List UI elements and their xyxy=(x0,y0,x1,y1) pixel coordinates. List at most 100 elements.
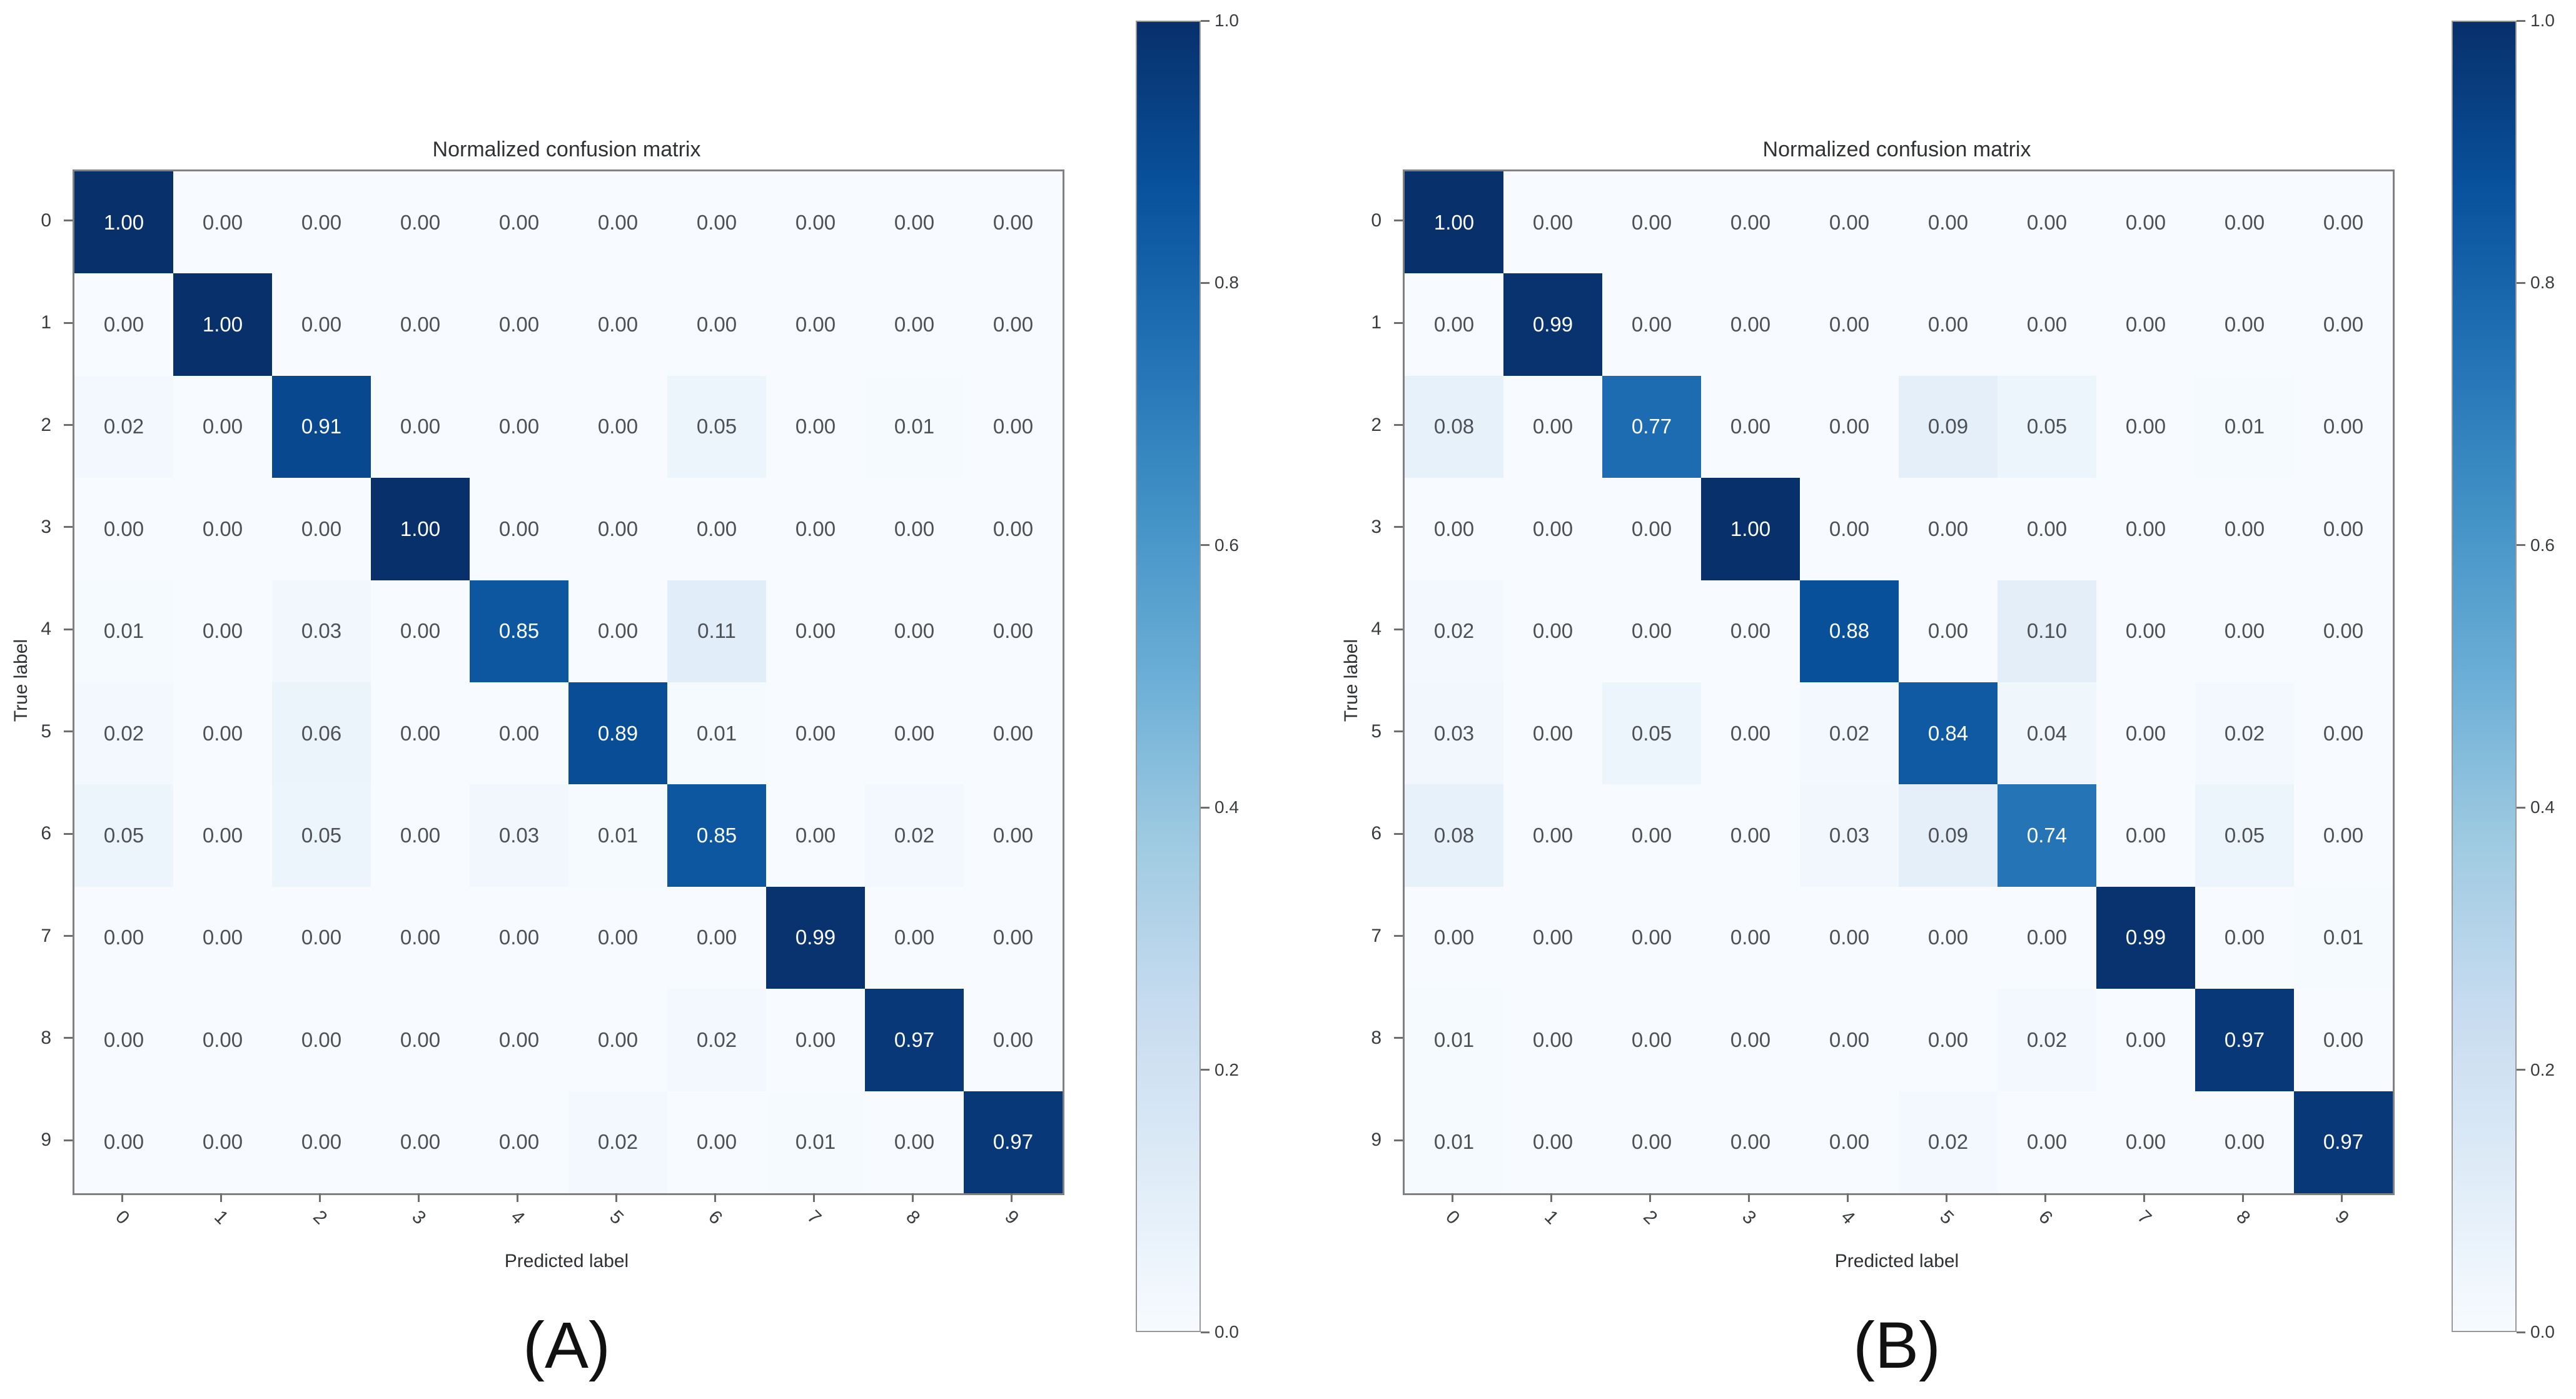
matrix-cell: 0.00 xyxy=(568,580,667,682)
colorbar-tick-mark xyxy=(1201,19,1210,22)
x-tick-label: 2 xyxy=(308,1206,331,1229)
x-tick-mark xyxy=(764,1193,863,1202)
matrix-cell: 0.00 xyxy=(964,375,1063,478)
x-tick-label: 2 xyxy=(1639,1206,1661,1229)
x-tick-label: 3 xyxy=(1737,1206,1760,1229)
matrix-cell: 0.00 xyxy=(371,273,470,376)
matrix-cell: 0.00 xyxy=(371,989,470,1091)
matrix-cell: 0.00 xyxy=(964,784,1063,887)
x-tick-mark xyxy=(962,1193,1061,1202)
matrix-cell: 0.02 xyxy=(865,784,964,887)
colorbar-tick-mark xyxy=(2517,1331,2525,1333)
x-tick-label: 1 xyxy=(210,1206,232,1229)
matrix-cell: 0.00 xyxy=(2195,1091,2294,1193)
matrix-cell: 0.00 xyxy=(74,478,173,580)
matrix-cell: 0.00 xyxy=(2294,375,2393,478)
matrix-cell: 0.00 xyxy=(1800,989,1899,1091)
matrix-cell: 0.02 xyxy=(568,1091,667,1193)
y-tick-label: 2 xyxy=(1371,414,1381,435)
y-tick-mark xyxy=(64,476,73,578)
y-tick-mark xyxy=(64,578,73,680)
matrix-cell: 0.02 xyxy=(1998,989,2096,1091)
colorbar-tick-mark xyxy=(2517,19,2525,22)
x-tick-mark xyxy=(2193,1193,2292,1202)
x-tick-label: 0 xyxy=(111,1206,133,1229)
y-tick-labels: 0 1 2 3 4 5 6 7 8 9 xyxy=(1330,169,1390,1191)
y-tick-label: 7 xyxy=(1371,925,1381,946)
matrix-cell: 0.00 xyxy=(1701,1091,1800,1193)
x-tick-label: 5 xyxy=(605,1206,627,1229)
matrix-cell: 0.99 xyxy=(1503,273,1602,376)
y-tick-label: 4 xyxy=(41,619,51,640)
y-tick-label: 3 xyxy=(41,516,51,537)
matrix-cell: 0.00 xyxy=(1800,375,1899,478)
matrix-cell: 0.00 xyxy=(1503,375,1602,478)
x-tick-label: 0 xyxy=(1441,1206,1463,1229)
y-tick-mark xyxy=(1394,885,1403,987)
matrix-cell: 0.00 xyxy=(667,886,766,989)
colorbar-tick-label: 0.6 xyxy=(2530,535,2555,555)
y-tick-mark xyxy=(64,782,73,884)
matrix-cell: 0.05 xyxy=(272,784,371,887)
matrix-cell: 0.00 xyxy=(766,478,865,580)
matrix-cell: 0.00 xyxy=(470,1091,568,1193)
matrix-cell: 0.00 xyxy=(1701,682,1800,785)
x-tick-label: 4 xyxy=(1836,1206,1859,1229)
matrix-cell: 0.00 xyxy=(1503,171,1602,274)
matrix-cell: 0.00 xyxy=(371,886,470,989)
matrix-cell: 0.00 xyxy=(272,171,371,274)
matrix-cell: 0.88 xyxy=(1800,580,1899,682)
x-tick-mark xyxy=(1403,1193,1502,1202)
matrix-cell: 0.01 xyxy=(568,784,667,887)
matrix-cell: 0.01 xyxy=(74,580,173,682)
colorbar-tick-label: 0.2 xyxy=(2530,1059,2555,1079)
heatmap-grid: 1.00 0.00 0.00 0.00 0.00 0.00 0.00 0.00 0.00 0.00… xyxy=(73,169,1064,1195)
matrix-cell: 0.00 xyxy=(1602,478,1701,580)
colorbar-tick-label: 1.0 xyxy=(1215,11,1239,30)
matrix-cell: 1.00 xyxy=(173,273,272,376)
matrix-cell: 0.00 xyxy=(964,886,1063,989)
matrix-cell: 0.00 xyxy=(1800,886,1899,989)
matrix-cell: 0.02 xyxy=(1899,1091,1998,1193)
y-tick-label: 0 xyxy=(41,210,51,231)
colorbar-tick-label: 0.6 xyxy=(1215,535,1239,555)
matrix-cell: 0.00 xyxy=(371,171,470,274)
matrix-cell: 0.00 xyxy=(1503,784,1602,887)
matrix-cell: 0.02 xyxy=(667,989,766,1091)
y-tick-label: 8 xyxy=(41,1027,51,1048)
chart-title: Normalized confusion matrix xyxy=(432,138,701,161)
colorbar-tick-mark xyxy=(1201,806,1210,809)
x-tick-label: 6 xyxy=(2034,1206,2056,1229)
matrix-cell: 0.04 xyxy=(1998,682,2096,785)
y-tick-label: 6 xyxy=(1371,823,1381,844)
matrix-cell: 0.00 xyxy=(964,171,1063,274)
matrix-cell: 0.00 xyxy=(865,886,964,989)
matrix-cell: 0.01 xyxy=(865,375,964,478)
matrix-cell: 0.00 xyxy=(1701,989,1800,1091)
matrix-cell: 0.00 xyxy=(173,478,272,580)
matrix-cell: 0.08 xyxy=(1405,784,1503,887)
colorbar-tick-mark xyxy=(2517,544,2525,547)
x-tick-labels: 0 1 2 3 4 5 6 7 8 9 xyxy=(73,1206,1061,1251)
matrix-cell: 0.00 xyxy=(568,375,667,478)
matrix-cell: 0.84 xyxy=(1899,682,1998,785)
colorbar-tick-label: 0.0 xyxy=(2530,1322,2555,1341)
x-tick-label: 6 xyxy=(704,1206,726,1229)
matrix-cell: 0.00 xyxy=(470,273,568,376)
matrix-cell: 0.00 xyxy=(766,784,865,887)
matrix-cell: 0.00 xyxy=(272,886,371,989)
matrix-cell: 0.00 xyxy=(964,478,1063,580)
matrix-cell: 0.00 xyxy=(1405,478,1503,580)
y-tick-mark xyxy=(1394,169,1403,271)
matrix-cell: 0.00 xyxy=(667,171,766,274)
matrix-cell: 0.00 xyxy=(2294,273,2393,376)
y-tick-mark xyxy=(1394,782,1403,884)
y-tick-label: 9 xyxy=(41,1129,51,1151)
matrix-cell: 0.00 xyxy=(1602,886,1701,989)
matrix-cell: 0.00 xyxy=(272,273,371,376)
matrix-cell: 0.99 xyxy=(766,886,865,989)
matrix-cell: 0.00 xyxy=(667,273,766,376)
matrix-cell: 0.00 xyxy=(865,273,964,376)
colorbar-tick-mark xyxy=(1201,1069,1210,1071)
